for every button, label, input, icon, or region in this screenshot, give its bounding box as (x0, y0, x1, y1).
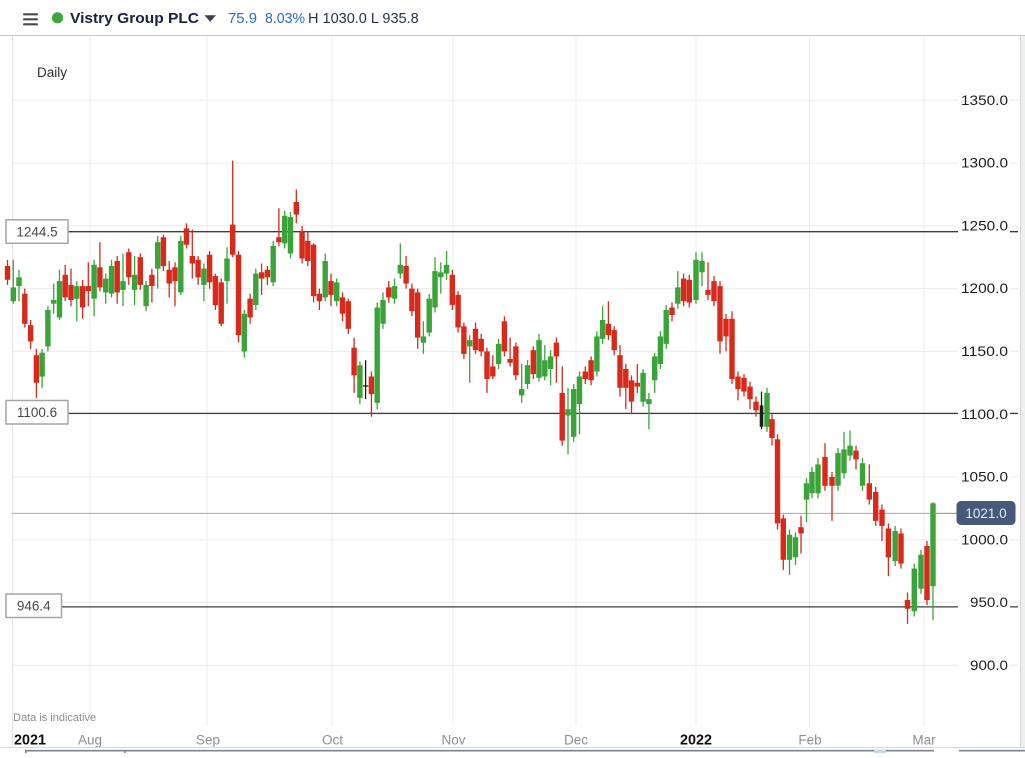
svg-text:Vistry Group PLC: Vistry Group PLC (70, 10, 199, 27)
svg-text:1300.0: 1300.0 (961, 156, 1008, 171)
svg-text:946.4: 946.4 (17, 599, 51, 614)
svg-text:Mar: Mar (912, 733, 936, 748)
svg-text:1050.0: 1050.0 (961, 470, 1008, 485)
svg-text:Daily: Daily (37, 65, 67, 80)
svg-text:Sep: Sep (196, 733, 220, 748)
svg-text:1200.0: 1200.0 (961, 281, 1008, 296)
svg-text:Dec: Dec (564, 733, 588, 748)
svg-text:Data is indicative: Data is indicative (13, 712, 96, 724)
svg-text:2022: 2022 (680, 732, 712, 749)
svg-text:1100.6: 1100.6 (17, 405, 57, 420)
svg-text:Aug: Aug (78, 733, 102, 748)
svg-text:Feb: Feb (798, 733, 821, 748)
svg-text:1250.0: 1250.0 (961, 219, 1008, 234)
svg-text:1021.0: 1021.0 (965, 506, 1006, 521)
svg-text:1244.5: 1244.5 (16, 224, 57, 239)
svg-text:1100.0: 1100.0 (961, 407, 1008, 422)
svg-text:1000.0: 1000.0 (961, 532, 1008, 547)
svg-text:75.9: 75.9 (228, 11, 257, 27)
svg-text:900.0: 900.0 (970, 658, 1008, 673)
svg-text:2021: 2021 (14, 732, 46, 749)
svg-text:1350.0: 1350.0 (961, 93, 1008, 108)
svg-text:Nov: Nov (441, 733, 465, 748)
svg-text:950.0: 950.0 (970, 595, 1008, 610)
svg-text:Oct: Oct (322, 733, 343, 748)
svg-text:H 1030.0 L 935.8: H 1030.0 L 935.8 (308, 11, 419, 27)
svg-text:8.03%: 8.03% (265, 11, 305, 27)
svg-text:1150.0: 1150.0 (961, 344, 1008, 359)
